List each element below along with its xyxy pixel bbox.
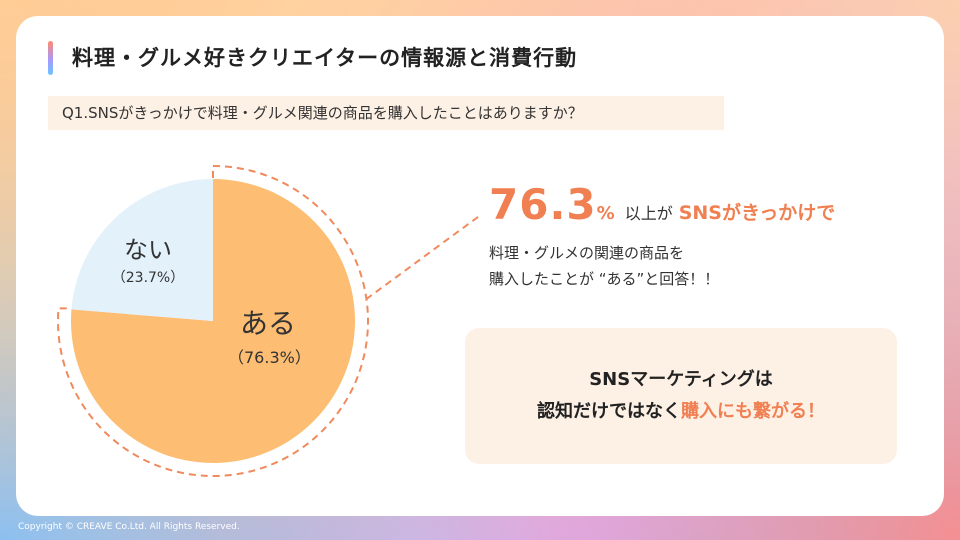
question-box: Q1.SNSがきっかけで料理・グルメ関連の商品を購入したことはありますか？	[48, 96, 724, 130]
slice-pct-no: （23.7%）	[111, 270, 185, 286]
highlight-percent: %	[596, 203, 615, 224]
highlight-mid-text: 以上が	[624, 204, 673, 223]
description: 料理・グルメの関連の商品を 購入したことが “ある”と回答！！	[489, 240, 719, 292]
highlight-stat: 76.3% 以上が SNSがきっかけで	[489, 180, 835, 229]
pie-highlight-dashed-arc	[57, 164, 369, 477]
page-title: 料理・グルメ好きクリエイターの情報源と消費行動	[72, 46, 578, 70]
highlight-tail-text: SNSがきっかけで	[678, 202, 836, 224]
description-line-1: 料理・グルメの関連の商品を	[489, 244, 685, 262]
pie-slice-yes	[70, 179, 356, 464]
pie-connector-dashed-line	[365, 213, 483, 301]
slice-label-yes: ある	[239, 307, 296, 340]
callout-line-2-plain: 認知だけではなく	[537, 401, 681, 422]
footer-copyright: Copyright © CREAVE Co.Ltd. All Rights Re…	[18, 522, 240, 532]
callout-line-2: 認知だけではなく購入にも繋がる！	[465, 396, 897, 428]
description-line-2: 購入したことが “ある”と回答！！	[489, 270, 720, 288]
slice-label-no: ない	[124, 236, 172, 264]
callout-line-1: SNSマーケティングは	[589, 369, 773, 390]
callout-box: SNSマーケティングは 認知だけではなく購入にも繋がる！	[465, 328, 897, 464]
title-accent-bar	[48, 41, 53, 75]
highlight-number: 76.3	[489, 180, 597, 229]
slice-pct-yes: （76.3%）	[228, 348, 311, 367]
pie-slice-no	[71, 179, 213, 321]
callout-line-2-highlight: 購入にも繋がる！	[681, 401, 825, 422]
